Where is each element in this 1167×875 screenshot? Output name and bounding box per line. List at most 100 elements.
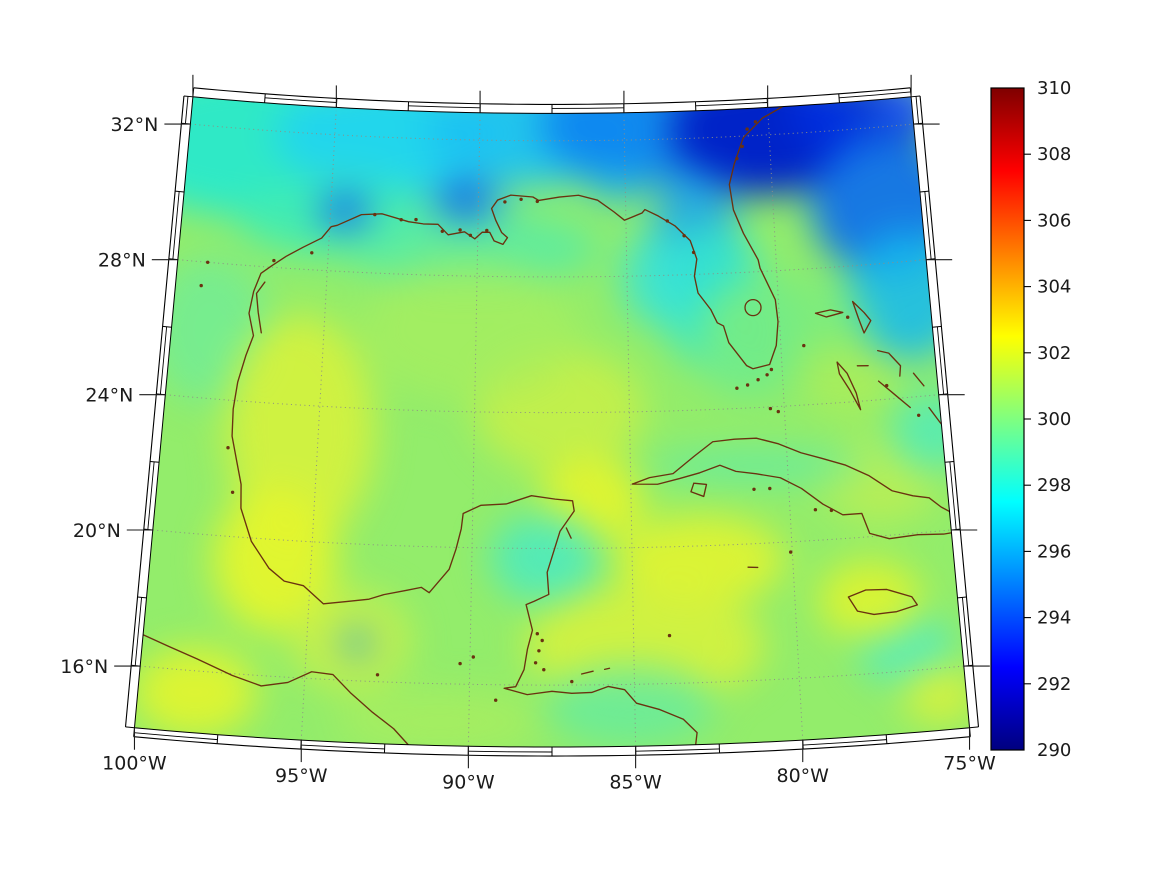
coast-speckle — [753, 120, 758, 124]
temperature-field-blob — [787, 96, 937, 152]
coast-speckle — [414, 217, 418, 222]
coast-speckle — [667, 633, 672, 638]
coast-speckle — [829, 508, 834, 513]
temperature-field-blob — [615, 515, 785, 605]
coast-speckle — [789, 550, 793, 554]
coast-speckle — [682, 234, 686, 238]
temperature-field-blob — [134, 647, 257, 737]
coast-speckle — [519, 197, 523, 201]
coast-speckle — [230, 490, 235, 494]
temperature-field-blob — [882, 96, 938, 120]
coast-speckle — [752, 487, 756, 491]
temperature-field-blob — [330, 200, 360, 222]
coast-speckle — [468, 233, 473, 237]
coast-speckle — [537, 649, 541, 653]
coast-speckle — [399, 218, 403, 222]
colorbar-tick-label: 306 — [1037, 210, 1071, 231]
coast-speckle — [745, 383, 750, 387]
gridline-meridian — [300, 110, 337, 741]
coast-speckle — [917, 413, 921, 417]
coast-speckle — [735, 386, 739, 390]
gridline-parallel — [165, 394, 939, 414]
coast-speckle — [776, 409, 780, 414]
coast-speckle — [756, 378, 760, 382]
colorbar-tick-label: 310 — [1037, 78, 1071, 99]
coastline-pacific-coast — [134, 628, 421, 748]
temperature-field-blob — [890, 392, 970, 472]
coast-speckle — [665, 219, 669, 223]
colorbar-tick-label: 304 — [1037, 277, 1071, 298]
coast-speckle — [768, 406, 773, 411]
coast-speckle — [745, 127, 749, 131]
coast-speckle — [740, 144, 744, 149]
colorbar-tick-label: 308 — [1037, 144, 1071, 165]
coast-speckle — [458, 661, 462, 666]
coastline-cat-island — [912, 372, 925, 387]
coast-speckle — [494, 698, 498, 702]
colorbar-tick-label: 298 — [1037, 475, 1071, 496]
coast-speckle — [946, 439, 950, 444]
lon-tick-label: 80°W — [777, 765, 830, 787]
coast-speckle — [503, 200, 507, 204]
colorbar-tick-label: 292 — [1037, 674, 1071, 695]
coastline-roatan — [580, 670, 594, 675]
coastlines — [134, 96, 970, 748]
colorbar-tick-label: 290 — [1037, 740, 1071, 761]
coastline-crooked-island — [954, 433, 970, 446]
temperature-field-blob — [360, 260, 580, 400]
lat-tick-label: 24°N — [85, 385, 133, 407]
coastline-mainland-atlantic-gulf-centam — [231, 96, 831, 748]
coastline-exuma-chain — [877, 380, 911, 409]
temperature-field-blob — [545, 665, 715, 745]
coastline-eleuthera — [877, 349, 902, 377]
coast-speckle — [846, 315, 850, 319]
colorbar-tick-label: 302 — [1037, 343, 1071, 364]
temperature-field-blob — [642, 451, 872, 481]
coast-speckle — [885, 383, 889, 388]
lon-tick-label: 75°W — [943, 753, 996, 775]
temperature-field-blob — [445, 185, 485, 213]
coastline-abaco — [851, 300, 872, 334]
map-boundary — [133, 96, 971, 748]
coast-speckle — [765, 373, 769, 377]
coast-speckle — [570, 679, 574, 684]
colorbar: 310 308 306 304 302 300 298 296 294 292 290 — [990, 78, 1071, 761]
colorbar-tick-label: 296 — [1037, 541, 1071, 562]
lat-tick-label: 32°N — [110, 114, 158, 136]
lon-tick-label: 90°W — [442, 771, 495, 793]
lon-tick-label: 100°W — [102, 753, 167, 775]
gridline-parallel — [190, 123, 914, 142]
coast-speckle — [375, 673, 380, 677]
gridline-meridian — [623, 116, 637, 747]
temperature-field-blob — [335, 690, 545, 748]
coastline-andros — [836, 361, 862, 411]
coastline-cuba — [631, 437, 970, 540]
coast-speckle — [373, 212, 377, 217]
temperature-field-blob — [589, 169, 645, 203]
lon-tick-label: 95°W — [275, 765, 328, 787]
lat-tick-label: 28°N — [98, 250, 146, 272]
coast-speckle — [540, 638, 544, 643]
gridline-parallel — [152, 529, 952, 549]
coast-speckle — [735, 156, 739, 161]
coast-speckle — [199, 283, 203, 288]
colorbar-tick-label: 294 — [1037, 608, 1071, 629]
coast-speckle — [691, 250, 696, 255]
temperature-field-blob — [213, 488, 337, 632]
coast-speckle — [458, 228, 462, 232]
temperature-field-blob — [490, 513, 600, 603]
coast-speckle — [485, 228, 489, 233]
lat-tick-label: 20°N — [73, 520, 121, 542]
coast-speckle — [310, 251, 314, 255]
lake-okeechobee-outline — [744, 298, 762, 317]
coastline-guanaja — [603, 667, 611, 671]
temperature-field-blob — [621, 229, 693, 325]
lat-tick-label: 16°N — [60, 656, 108, 678]
temperature-field-blob — [902, 665, 970, 725]
lon-tick-label: 85°W — [609, 771, 662, 793]
coast-speckle — [533, 661, 538, 665]
coast-speckle — [535, 632, 539, 636]
gridline-meridian — [767, 110, 804, 741]
coast-speckle — [440, 229, 444, 233]
